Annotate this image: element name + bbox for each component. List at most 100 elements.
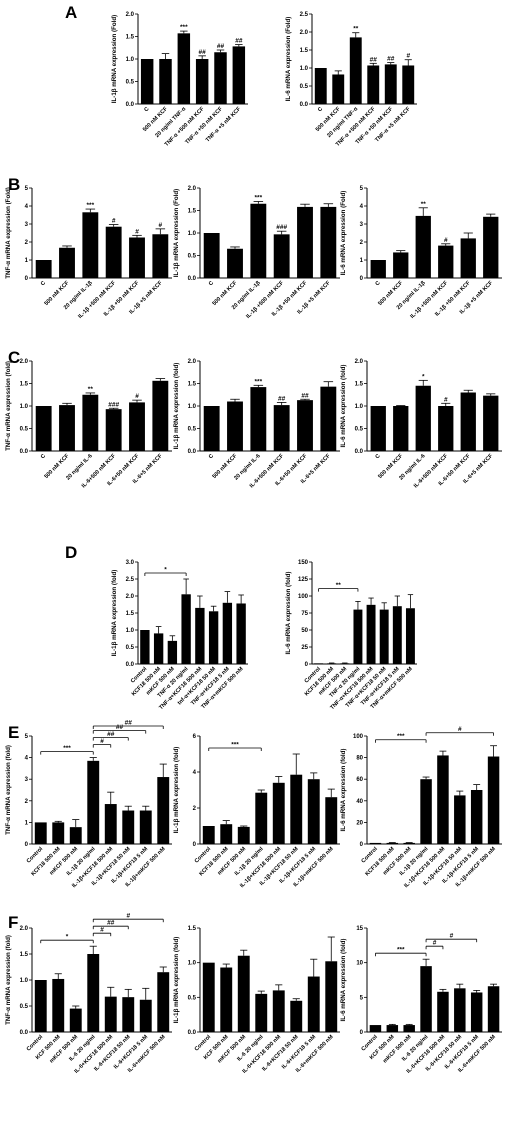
y-tick-label: 15 — [356, 926, 363, 932]
bar — [52, 978, 65, 1032]
y-axis-label: IL-6 mRNA expression (Fold) — [340, 191, 347, 276]
y-tick-label: 0.5 — [20, 427, 29, 433]
bar — [203, 233, 220, 278]
bar — [139, 999, 152, 1032]
y-tick-label: 2.0 — [126, 12, 135, 18]
y-tick-label: 0 — [360, 842, 364, 848]
bracket-significance: # — [458, 726, 462, 733]
bar — [369, 1025, 382, 1032]
y-axis-label: IL-1β mRNA expression (fold) — [111, 570, 118, 657]
bracket-significance: ## — [116, 724, 124, 731]
bar — [367, 65, 380, 104]
bar — [483, 395, 499, 451]
y-tick-label: 100 — [298, 594, 309, 600]
bar — [255, 792, 268, 844]
significance-mark: # — [135, 228, 139, 235]
y-axis-label: IL-6 mRNA expression (fold) — [340, 365, 347, 448]
bar — [325, 797, 338, 844]
bar — [340, 663, 350, 664]
y-tick-label: 0.0 — [300, 102, 309, 108]
y-tick-label: 1.5 — [300, 48, 309, 54]
bar — [454, 795, 466, 844]
bar — [273, 405, 290, 451]
bar — [177, 33, 191, 104]
y-tick-label: 150 — [298, 560, 309, 566]
bar — [255, 993, 268, 1032]
panel-label: D — [65, 543, 77, 562]
bar — [34, 980, 47, 1032]
bar — [393, 252, 409, 278]
significance-mark: ** — [421, 201, 427, 208]
y-tick-label: 1.0 — [188, 231, 197, 237]
bar — [437, 991, 449, 1032]
y-tick-label: 0 — [360, 276, 364, 282]
significance-mark: # — [406, 53, 410, 60]
significance-mark: ### — [276, 224, 287, 231]
y-axis-label: IL-1β mRNA expression (fold) — [173, 747, 180, 834]
y-tick-label: 3 — [25, 777, 29, 783]
chart-D-1: IL-1β mRNA expression (fold) 0.0 0.5 1.0 1.5… — [111, 560, 248, 711]
bar — [52, 822, 65, 844]
y-tick-label: 0.0 — [188, 1030, 197, 1036]
bar — [227, 248, 243, 278]
chart-C-1: TNF-α mRNA expression (fold) 0.0 0.5 1.0 1.5… — [5, 359, 172, 489]
y-tick-label: 100 — [353, 734, 364, 740]
bar — [307, 779, 320, 844]
bar — [82, 394, 99, 451]
bar — [236, 603, 246, 664]
chart-D-2: IL-6 mRNA expression (fold) 0 25 50 75 100 125… — [285, 560, 417, 711]
panel-label: B — [8, 175, 20, 194]
chart-E-1: TNF-α mRNA expression (fold)012345Contro… — [5, 720, 172, 889]
bar — [237, 826, 250, 844]
bar — [370, 260, 386, 278]
chart-A-1: IL-1β mRNA expression (Fold) 0.0 0.5 1.0 1.5… — [111, 12, 248, 148]
y-tick-label: 1 — [360, 258, 364, 264]
bar — [320, 386, 337, 451]
bar — [82, 212, 99, 278]
bar — [34, 822, 47, 844]
bracket-significance: * — [66, 934, 69, 941]
bar — [403, 1025, 415, 1032]
y-tick-label: 1.5 — [126, 35, 135, 41]
bar — [152, 234, 169, 278]
y-axis-label: TNF-α mRNA expression (Fold) — [5, 187, 12, 279]
y-tick-label: 2.0 — [20, 359, 29, 365]
bar — [273, 234, 290, 278]
panel-F: F TNF-α mRNA expression (fold) 0.0 0.5 1.0 1.… — [5, 913, 502, 1075]
bar — [104, 996, 117, 1032]
y-tick-label: 1.5 — [20, 382, 29, 388]
significance-mark: # — [444, 237, 448, 244]
significance-mark: ### — [108, 401, 119, 408]
bar — [59, 247, 75, 278]
category-label: C — [40, 453, 47, 460]
y-tick-label: 1.0 — [20, 404, 29, 410]
y-tick-label: 0 — [360, 1030, 364, 1036]
bar — [250, 387, 267, 451]
bar — [157, 777, 170, 844]
bar — [122, 997, 135, 1032]
category-label: C — [40, 280, 47, 287]
y-tick-label: 5 — [360, 186, 364, 192]
y-tick-label: 1.5 — [188, 926, 197, 932]
bar — [208, 611, 219, 664]
y-axis-label: TNF-α mRNA expression (fold) — [5, 745, 12, 835]
bar — [438, 406, 454, 451]
bar — [104, 804, 117, 844]
y-tick-label: 2 — [25, 799, 29, 805]
bar — [181, 594, 191, 664]
bracket-significance: # — [100, 738, 104, 745]
y-tick-label: 1.0 — [188, 404, 197, 410]
y-axis-label: IL-6 mRNA expression (fold) — [340, 939, 347, 1022]
y-tick-label: 0.0 — [188, 449, 197, 455]
y-axis-label: IL-1β mRNA expression (fold) — [173, 363, 180, 450]
bar — [140, 630, 150, 664]
bar — [105, 226, 122, 278]
y-tick-label: 0 — [25, 842, 29, 848]
bar — [386, 1025, 399, 1032]
bar — [420, 779, 432, 844]
y-tick-label: 0.5 — [188, 427, 197, 433]
chart-E-3: IL-6 mRNA expression (fold)020406080100C… — [340, 726, 502, 889]
bracket-significance: *** — [397, 947, 405, 954]
